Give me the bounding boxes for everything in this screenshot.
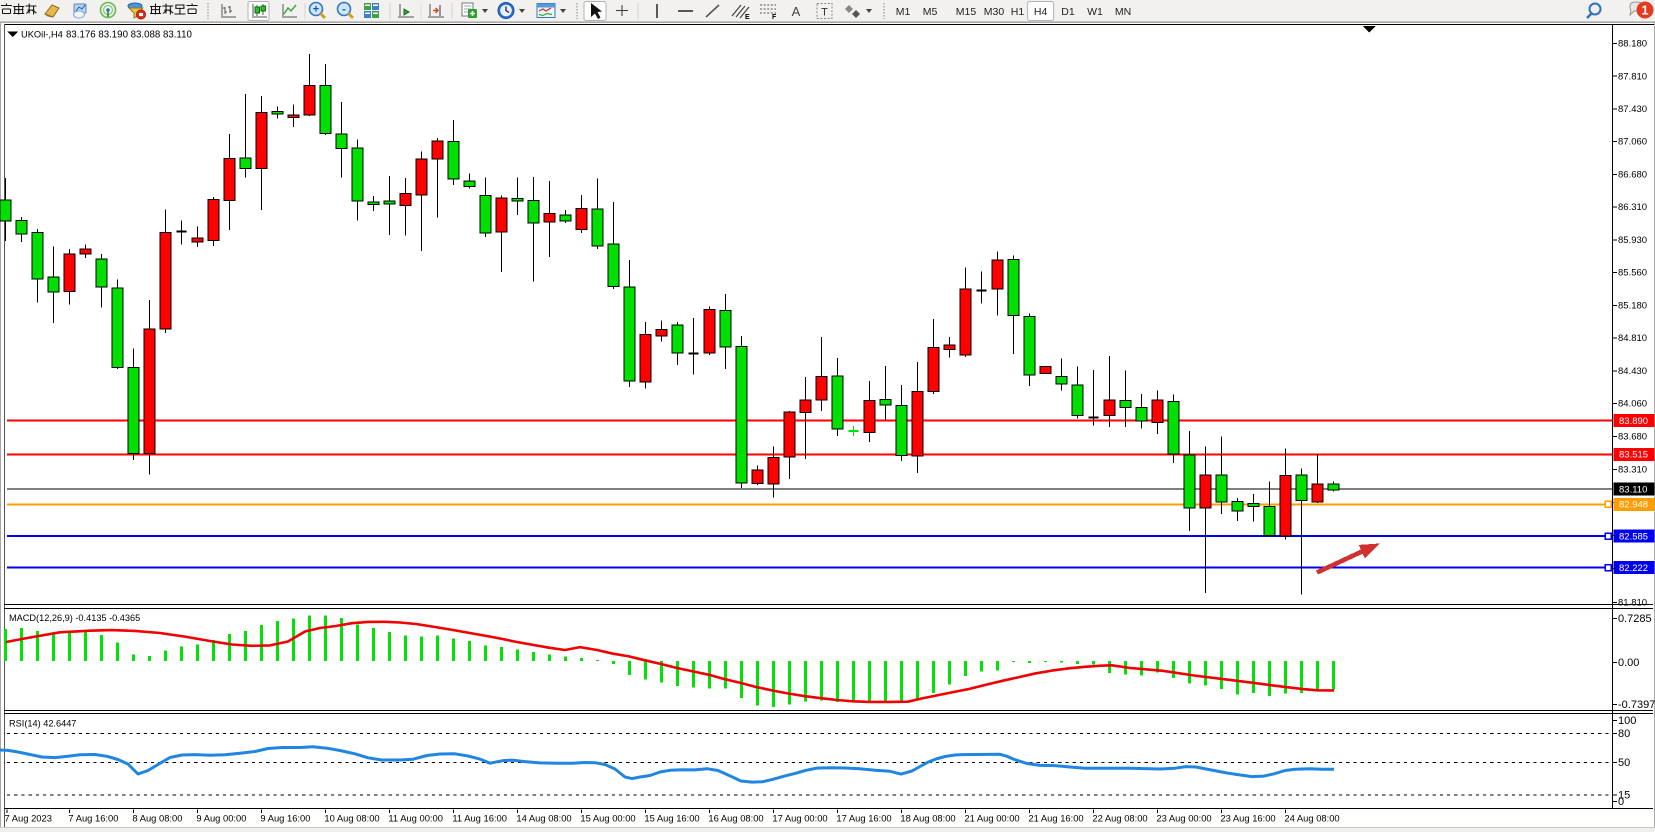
svg-text:83.890: 83.890 — [1619, 416, 1648, 427]
svg-text:82.948: 82.948 — [1619, 500, 1648, 511]
svg-text:83.515: 83.515 — [1619, 450, 1648, 461]
svg-text:UKOil-,H4: UKOil-,H4 — [21, 30, 63, 40]
svg-text:11 Aug 16:00: 11 Aug 16:00 — [452, 813, 507, 824]
svg-text:83.176 83.190 83.088 83.110: 83.176 83.190 83.088 83.110 — [66, 30, 192, 41]
svg-text:85.180: 85.180 — [1618, 301, 1647, 312]
svg-text:W1: W1 — [1087, 6, 1103, 18]
svg-text:1: 1 — [1642, 4, 1649, 18]
svg-text:M1: M1 — [896, 6, 911, 18]
svg-text:16 Aug 08:00: 16 Aug 08:00 — [708, 813, 763, 824]
svg-text:86.310: 86.310 — [1618, 202, 1647, 213]
svg-text:84.060: 84.060 — [1618, 399, 1647, 410]
svg-text:17 Aug 00:00: 17 Aug 00:00 — [772, 813, 827, 824]
svg-text:8 Aug 08:00: 8 Aug 08:00 — [132, 813, 182, 824]
svg-text:50: 50 — [1618, 757, 1630, 769]
svg-text:21 Aug 00:00: 21 Aug 00:00 — [964, 813, 1019, 824]
svg-text:18 Aug 08:00: 18 Aug 08:00 — [900, 813, 955, 824]
svg-text:9 Aug 00:00: 9 Aug 00:00 — [196, 813, 246, 824]
svg-text:T: T — [821, 7, 828, 19]
svg-text:0.7285: 0.7285 — [1618, 613, 1652, 625]
svg-text:24 Aug 08:00: 24 Aug 08:00 — [1284, 813, 1339, 824]
svg-text:H4: H4 — [1034, 6, 1048, 18]
svg-text:-0.7397: -0.7397 — [1618, 699, 1655, 711]
svg-text:23 Aug 16:00: 23 Aug 16:00 — [1220, 813, 1275, 824]
svg-text:H1: H1 — [1011, 6, 1025, 18]
svg-text:88.180: 88.180 — [1618, 39, 1647, 50]
svg-text:A: A — [792, 4, 801, 19]
svg-text:9 Aug 16:00: 9 Aug 16:00 — [260, 813, 310, 824]
svg-text:-: - — [342, 4, 346, 16]
svg-text:M5: M5 — [923, 6, 938, 18]
svg-text:0.00: 0.00 — [1618, 657, 1639, 669]
svg-text:MN: MN — [1115, 6, 1131, 18]
svg-text:M30: M30 — [984, 6, 1005, 18]
svg-text:80: 80 — [1618, 728, 1630, 740]
svg-text:85.560: 85.560 — [1618, 268, 1647, 279]
svg-text:87.810: 87.810 — [1618, 71, 1647, 82]
svg-text:82.222: 82.222 — [1619, 563, 1648, 574]
svg-text:21 Aug 16:00: 21 Aug 16:00 — [1028, 813, 1083, 824]
svg-text:100: 100 — [1618, 715, 1636, 727]
svg-text:11 Aug 00:00: 11 Aug 00:00 — [388, 813, 443, 824]
svg-text:84.810: 84.810 — [1618, 333, 1647, 344]
svg-text:F: F — [772, 14, 777, 21]
svg-text:87.060: 87.060 — [1618, 137, 1647, 148]
svg-text:14 Aug 08:00: 14 Aug 08:00 — [516, 813, 571, 824]
svg-text:E: E — [745, 14, 750, 21]
svg-text:RSI(14) 42.6447: RSI(14) 42.6447 — [9, 719, 76, 729]
svg-text:22 Aug 08:00: 22 Aug 08:00 — [1092, 813, 1147, 824]
svg-text:87.430: 87.430 — [1618, 104, 1647, 115]
svg-text:MACD(12,26,9) -0.4135 -0.4365: MACD(12,26,9) -0.4135 -0.4365 — [9, 613, 140, 623]
svg-text:15 Aug 16:00: 15 Aug 16:00 — [644, 813, 699, 824]
svg-text:85.930: 85.930 — [1618, 235, 1647, 246]
svg-text:23 Aug 00:00: 23 Aug 00:00 — [1156, 813, 1211, 824]
svg-text:7 Aug 16:00: 7 Aug 16:00 — [68, 813, 118, 824]
svg-text:83.310: 83.310 — [1618, 465, 1647, 476]
svg-text:17 Aug 16:00: 17 Aug 16:00 — [836, 813, 891, 824]
svg-text:81.810: 81.810 — [1618, 598, 1647, 609]
svg-text:15: 15 — [1618, 789, 1630, 801]
svg-text:15 Aug 00:00: 15 Aug 00:00 — [580, 813, 635, 824]
svg-text:86.680: 86.680 — [1618, 170, 1647, 181]
svg-text:+: + — [313, 4, 319, 16]
svg-text:D1: D1 — [1061, 6, 1075, 18]
svg-text:83.110: 83.110 — [1619, 484, 1647, 495]
svg-text:7 Aug 2023: 7 Aug 2023 — [5, 813, 52, 824]
svg-text:M15: M15 — [956, 6, 977, 18]
svg-text:82.585: 82.585 — [1619, 531, 1648, 542]
svg-text:84.430: 84.430 — [1618, 366, 1647, 377]
svg-text:0: 0 — [1618, 796, 1624, 808]
svg-text:10 Aug 08:00: 10 Aug 08:00 — [324, 813, 379, 824]
svg-text:83.680: 83.680 — [1618, 432, 1647, 443]
